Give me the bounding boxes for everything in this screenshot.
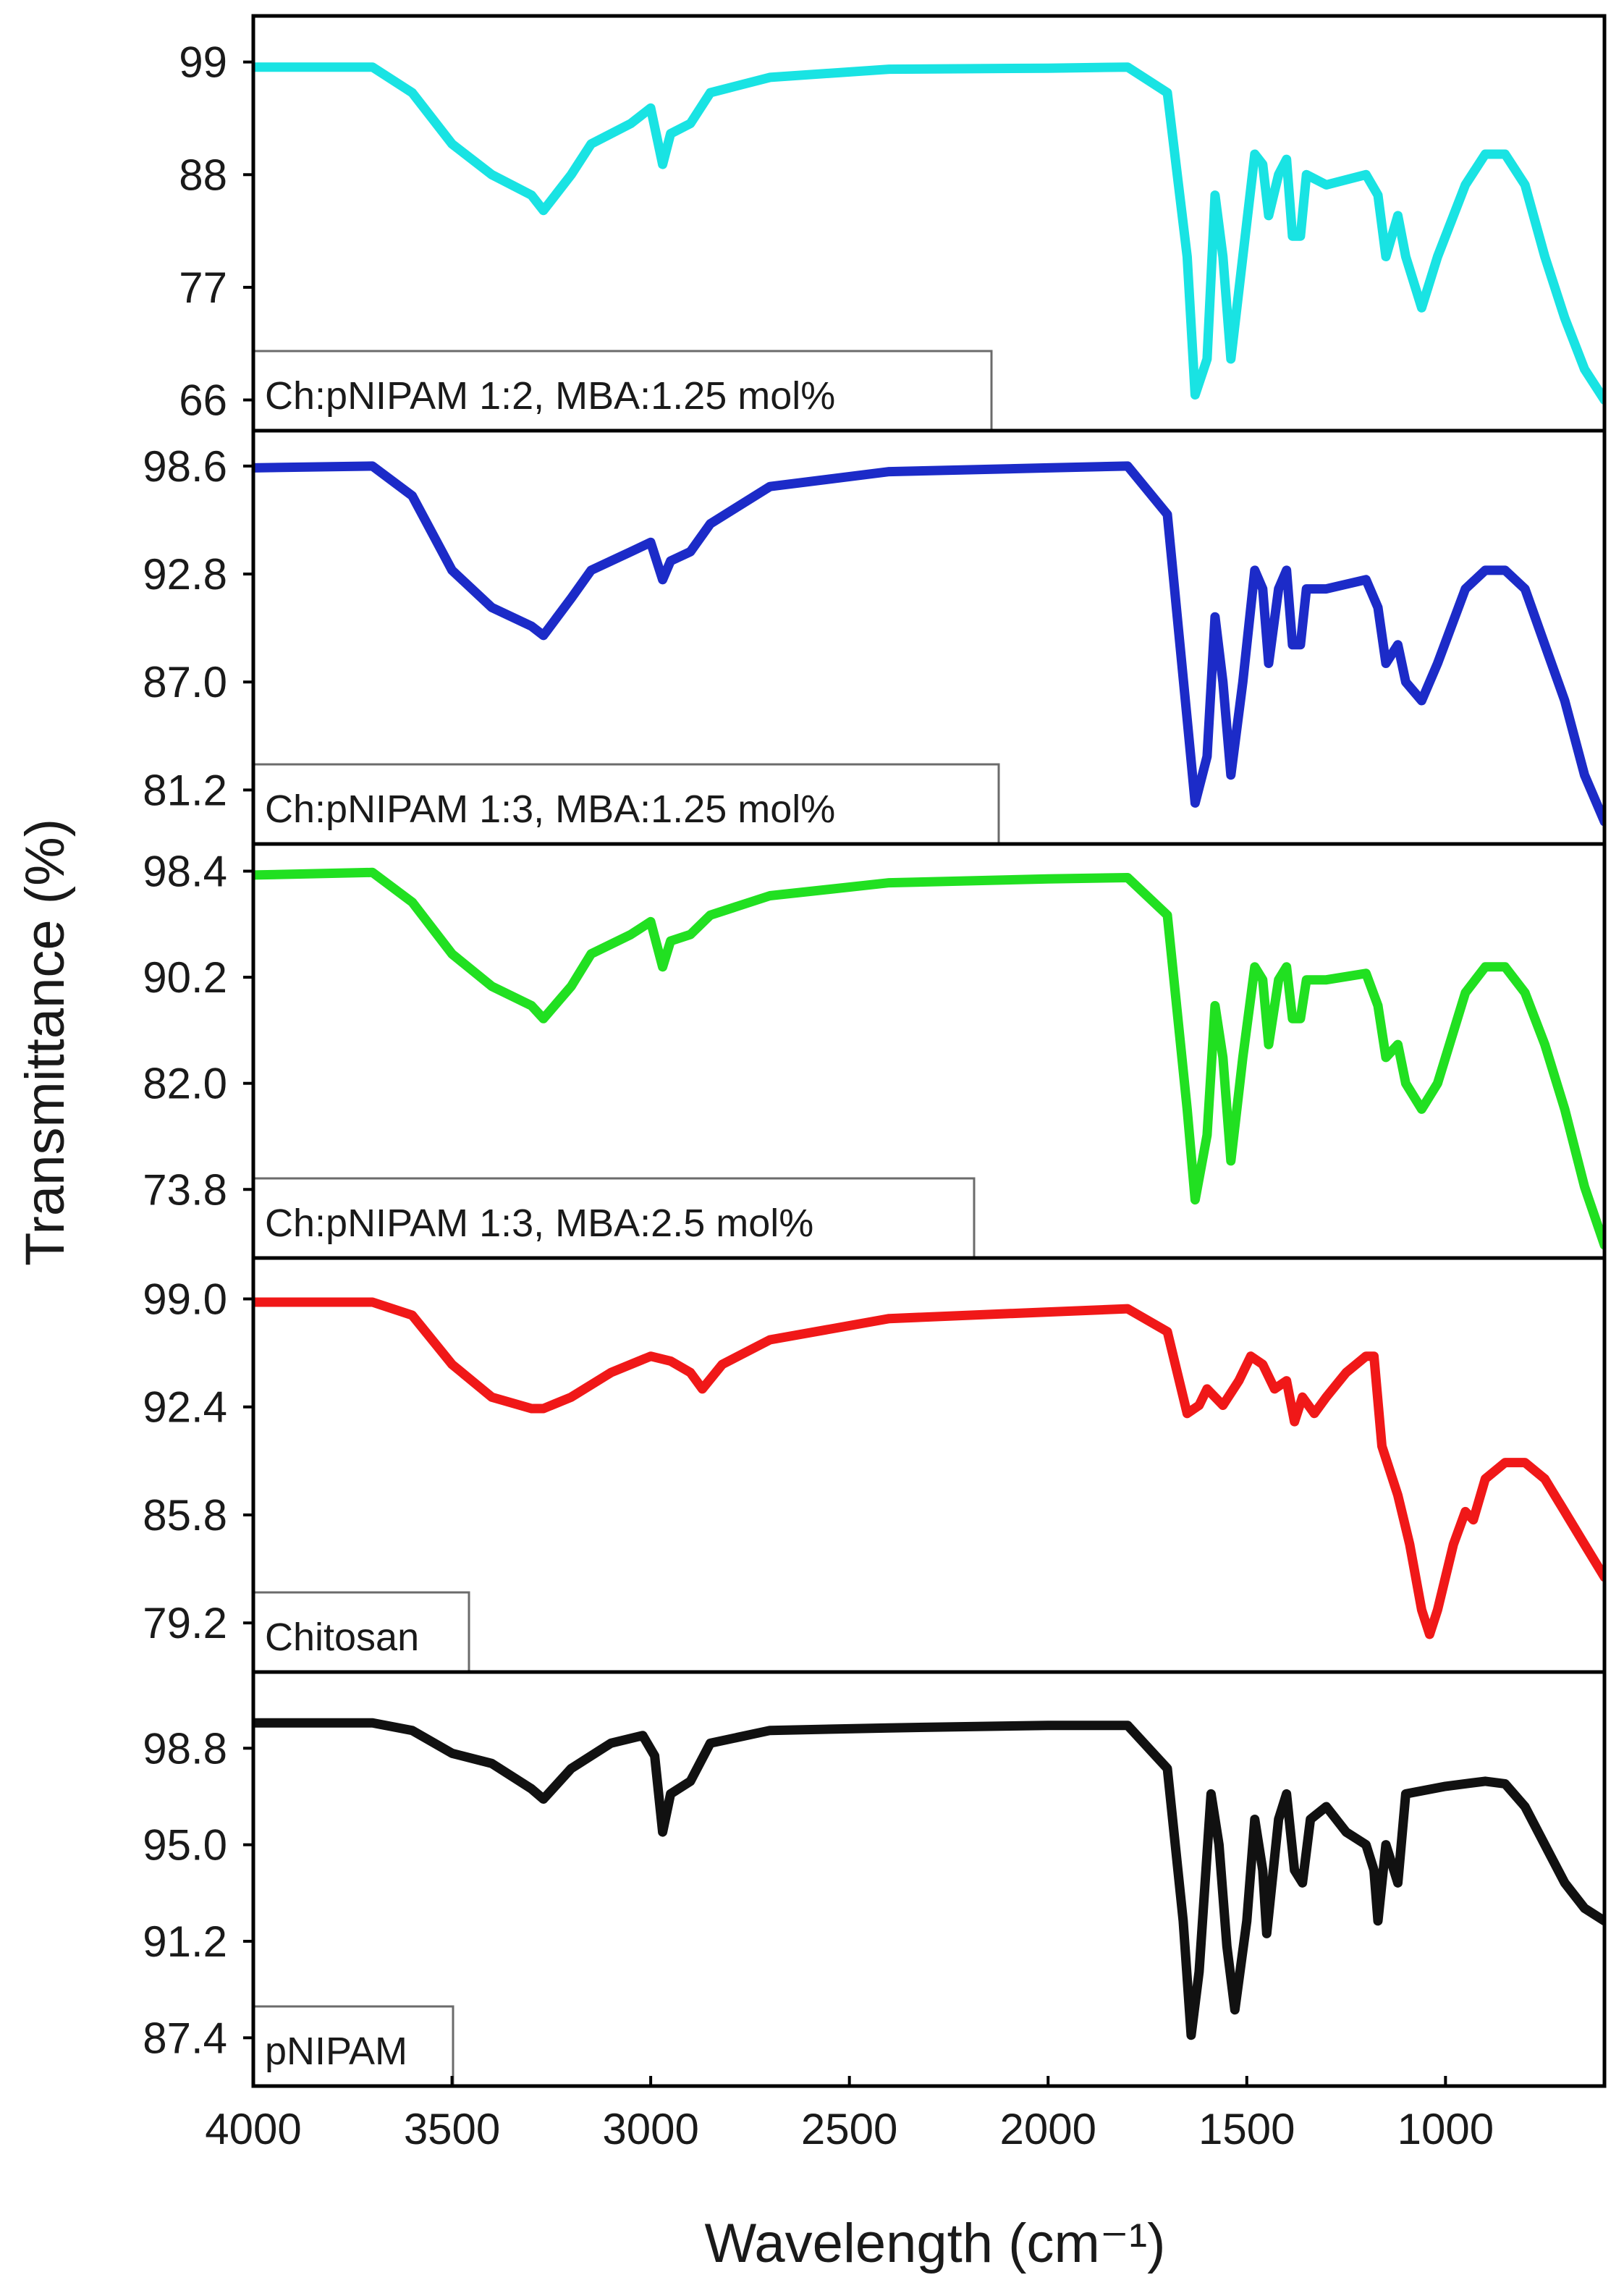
y-tick-label: 81.2 — [143, 766, 227, 814]
panel-frame — [251, 1670, 1607, 2088]
y-tick-label: 66 — [179, 376, 227, 425]
y-tick-label: 98.8 — [143, 1724, 227, 1773]
x-tick-label: 3000 — [602, 2105, 698, 2153]
legend-2: Ch:pNIPAM 1:3, MBA:1.25 mol% — [252, 763, 1000, 845]
y-tick-label: 99.0 — [143, 1275, 227, 1324]
y-tick-label: 82.0 — [143, 1060, 227, 1108]
legend-label: Ch:pNIPAM 1:3, MBA:2.5 mol% — [265, 1202, 813, 1245]
panel-4: 99.0 92.4 85.8 79.2 Chitosan — [143, 1256, 1607, 1674]
y-tick-label: 73.8 — [143, 1165, 227, 1214]
y-tick-label: 87.4 — [143, 2014, 227, 2062]
panel-2: 98.6 92.8 87.0 81.2 Ch:pNIPAM 1:3, MBA:1.25 … — [143, 429, 1607, 846]
y-tick-label: 92.4 — [143, 1383, 227, 1432]
spectrum-line-2 — [253, 461, 1604, 827]
y-tick-label: 85.8 — [143, 1491, 227, 1540]
x-tick-label: 1500 — [1198, 2105, 1295, 2153]
legend-label: Chitosan — [265, 1616, 419, 1659]
y-tick-label: 90.2 — [143, 953, 227, 1002]
y-tick-label: 92.8 — [143, 550, 227, 599]
legend-label: pNIPAM — [265, 2030, 407, 2073]
x-tick-label: 1000 — [1397, 2105, 1494, 2153]
legend-label: Ch:pNIPAM 1:2, MBA:1.25 mol% — [265, 374, 835, 418]
x-axis-title: Wavelength (cm⁻¹) — [705, 2213, 1166, 2274]
legend-label: Ch:pNIPAM 1:3, MBA:1.25 mol% — [265, 788, 835, 831]
legend-1: Ch:pNIPAM 1:2, MBA:1.25 mol% — [252, 350, 993, 432]
legend-box — [252, 350, 993, 432]
y-tick-label: 77 — [179, 263, 227, 312]
panel-5: 98.8 95.0 91.2 87.4 pNIPAM — [143, 1670, 1607, 2088]
spectrum-line-1 — [253, 62, 1604, 405]
y-tick-label: 91.2 — [143, 1917, 227, 1966]
panel-1: 99 88 77 66 Ch:pNIPAM 1:2, MBA:1.25 mol% — [179, 14, 1607, 433]
x-tick-label: 2500 — [801, 2105, 897, 2153]
x-axis: 4000 3500 3000 2500 2000 1500 1000 — [205, 2076, 1494, 2153]
y-tick-label: 95.0 — [143, 1821, 227, 1870]
y-tick-label: 79.2 — [143, 1599, 227, 1647]
y-tick-label: 88 — [179, 151, 227, 199]
panels-group: 99 88 77 66 Ch:pNIPAM 1:2, MBA:1.25 mol% 98.6… — [143, 14, 1607, 2088]
legend-4: Chitosan — [252, 1591, 470, 1673]
spectrum-line-4 — [253, 1297, 1604, 1639]
y-tick-label: 98.4 — [143, 848, 227, 896]
spectrum-line-3 — [253, 867, 1604, 1250]
y-tick-label: 87.0 — [143, 658, 227, 706]
panel-3: 98.4 90.2 82.0 73.8 Ch:pNIPAM 1:3, MBA:2.5 m… — [143, 842, 1607, 1260]
x-tick-label: 3500 — [404, 2105, 500, 2153]
legend-5: pNIPAM — [252, 2005, 454, 2088]
legend-box — [252, 2005, 454, 2088]
x-tick-label: 2000 — [999, 2105, 1096, 2153]
y-tick-label: 98.6 — [143, 442, 227, 491]
legend-box — [252, 763, 1000, 845]
spectrum-line-5 — [253, 1718, 1604, 2040]
legend-box — [252, 1591, 470, 1673]
y-tick-label: 99 — [179, 38, 227, 87]
y-axis-title: Transmittance (%) — [14, 819, 76, 1266]
legend-3: Ch:pNIPAM 1:3, MBA:2.5 mol% — [252, 1177, 976, 1259]
x-tick-label: 4000 — [205, 2105, 301, 2153]
